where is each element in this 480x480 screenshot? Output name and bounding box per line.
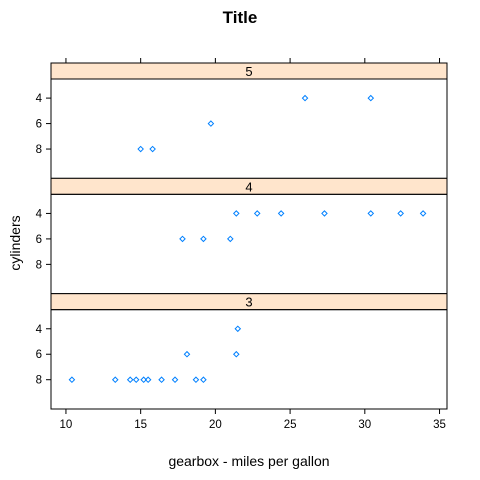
x-axis: 10 15 20 25 30 35 — [60, 58, 446, 431]
panel-3: 3 4 6 8 — [36, 293, 448, 410]
panel-frame-4 — [50, 193, 448, 295]
y-tick-label: 8 — [36, 144, 42, 156]
data-point — [140, 376, 147, 384]
x-axis-label: gearbox - miles per gallon — [168, 453, 329, 469]
data-point — [126, 376, 134, 384]
x-tick-label: 20 — [209, 419, 222, 431]
y-tick-label: 4 — [36, 93, 43, 105]
strip-label-5: 5 — [245, 64, 252, 79]
strip-label-4: 4 — [245, 179, 252, 194]
y-tick-label: 4 — [36, 208, 43, 220]
data-point — [227, 235, 234, 243]
data-point — [367, 210, 375, 217]
data-point — [232, 350, 240, 358]
y-tick-label: 8 — [36, 375, 42, 387]
data-point — [192, 376, 200, 384]
data-point — [144, 376, 152, 384]
y-tick-label: 8 — [36, 259, 42, 271]
data-point — [397, 210, 404, 217]
data-point — [149, 145, 156, 153]
strip-label-3: 3 — [245, 295, 252, 310]
data-point — [253, 210, 261, 217]
data-point — [183, 350, 191, 358]
panels-layer: 5 4 6 8 4 4 6 8 3 4 6 8 — [36, 62, 448, 410]
panel-frame-3 — [50, 309, 448, 410]
data-point — [232, 210, 240, 217]
x-tick-label: 35 — [433, 419, 446, 431]
x-tick-label: 30 — [358, 419, 371, 431]
y-tick-label: 4 — [36, 324, 43, 336]
data-point — [321, 210, 328, 217]
data-point — [179, 235, 186, 243]
data-point — [158, 376, 165, 384]
y-tick-label: 6 — [36, 349, 42, 361]
data-point — [200, 235, 207, 243]
panel-frame-5 — [50, 78, 448, 179]
data-point — [419, 210, 427, 217]
data-point — [207, 120, 215, 127]
x-tick-label: 15 — [134, 419, 147, 431]
y-axis-label: cylinders — [7, 215, 23, 270]
data-point — [111, 376, 119, 384]
panel-4: 4 4 6 8 — [36, 177, 448, 295]
x-tick-label: 25 — [284, 419, 297, 431]
data-point — [132, 376, 140, 384]
y-tick-label: 6 — [36, 234, 42, 246]
data-point — [367, 94, 375, 102]
data-point — [171, 376, 179, 384]
data-point — [200, 376, 207, 384]
y-tick-label: 6 — [36, 119, 42, 131]
data-point — [277, 210, 285, 217]
data-point — [137, 145, 144, 153]
data-point — [301, 94, 309, 102]
data-point — [68, 376, 76, 384]
x-tick-label: 10 — [60, 419, 73, 431]
chart-title: Title — [223, 8, 258, 27]
panel-5: 5 4 6 8 — [36, 62, 448, 179]
data-point — [234, 325, 242, 333]
